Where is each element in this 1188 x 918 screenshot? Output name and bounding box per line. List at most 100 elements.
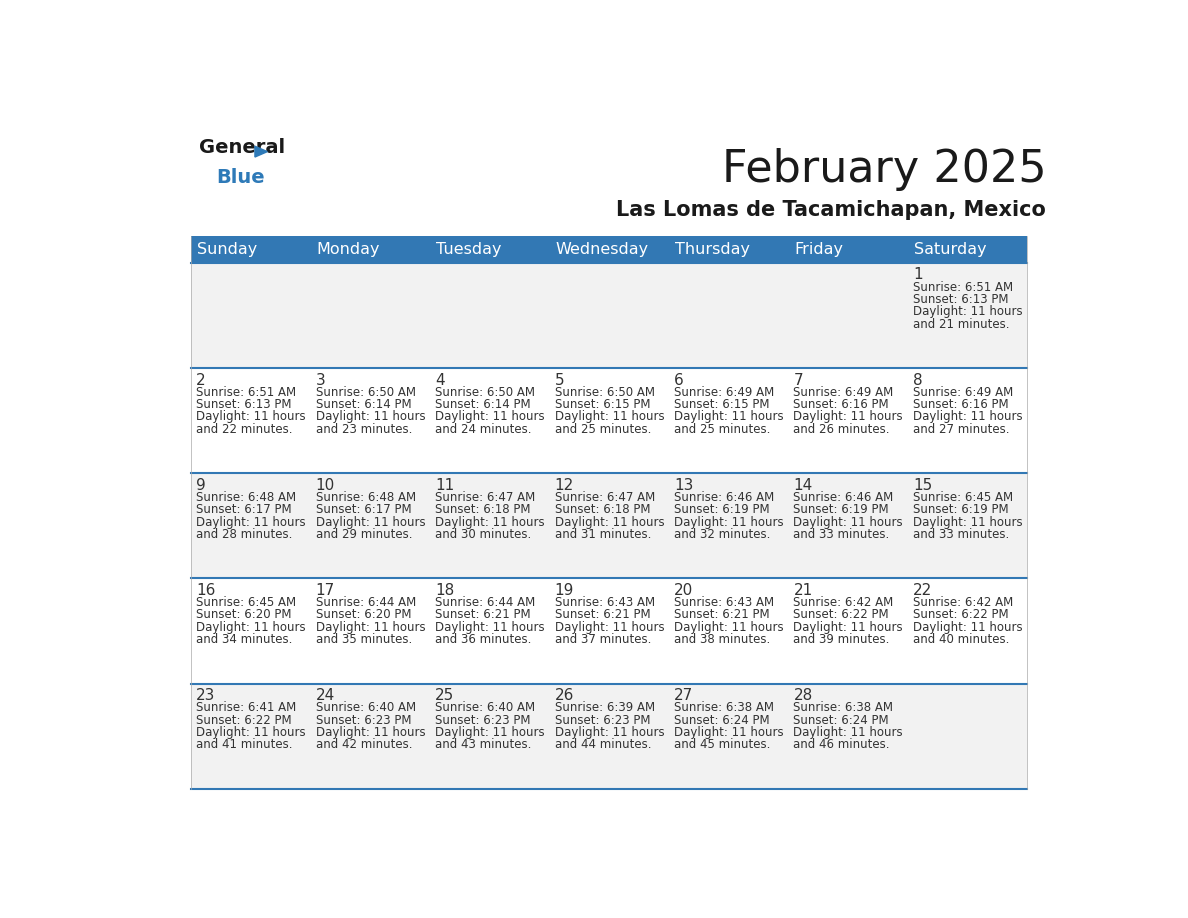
Text: Daylight: 11 hours: Daylight: 11 hours xyxy=(316,726,425,739)
Bar xyxy=(788,473,908,578)
Text: and 26 minutes.: and 26 minutes. xyxy=(794,422,890,436)
Text: Sunset: 6:20 PM: Sunset: 6:20 PM xyxy=(196,609,292,621)
Text: General: General xyxy=(200,138,285,157)
Bar xyxy=(549,473,669,578)
Bar xyxy=(908,473,1026,578)
Text: Daylight: 11 hours: Daylight: 11 hours xyxy=(555,621,664,633)
Text: Sunset: 6:17 PM: Sunset: 6:17 PM xyxy=(316,503,411,516)
Text: and 41 minutes.: and 41 minutes. xyxy=(196,738,292,751)
Bar xyxy=(549,578,669,684)
Text: Sunset: 6:16 PM: Sunset: 6:16 PM xyxy=(794,398,889,411)
Bar xyxy=(908,578,1026,684)
Text: 26: 26 xyxy=(555,688,574,703)
Text: Sunset: 6:24 PM: Sunset: 6:24 PM xyxy=(794,713,889,726)
Text: Sunrise: 6:44 AM: Sunrise: 6:44 AM xyxy=(435,596,536,610)
Text: 10: 10 xyxy=(316,478,335,493)
Text: Daylight: 11 hours: Daylight: 11 hours xyxy=(555,516,664,529)
Text: Sunrise: 6:42 AM: Sunrise: 6:42 AM xyxy=(912,596,1013,610)
Text: 21: 21 xyxy=(794,583,813,598)
Text: and 44 minutes.: and 44 minutes. xyxy=(555,738,651,751)
Text: 9: 9 xyxy=(196,478,206,493)
Text: Sunset: 6:22 PM: Sunset: 6:22 PM xyxy=(196,713,292,726)
Text: Sunset: 6:19 PM: Sunset: 6:19 PM xyxy=(674,503,770,516)
Text: Daylight: 11 hours: Daylight: 11 hours xyxy=(316,621,425,633)
Text: Sunset: 6:21 PM: Sunset: 6:21 PM xyxy=(674,609,770,621)
Text: Daylight: 11 hours: Daylight: 11 hours xyxy=(912,410,1023,423)
Text: 16: 16 xyxy=(196,583,216,598)
Text: and 38 minutes.: and 38 minutes. xyxy=(674,633,770,646)
Text: Sunset: 6:18 PM: Sunset: 6:18 PM xyxy=(435,503,531,516)
Text: Sunset: 6:22 PM: Sunset: 6:22 PM xyxy=(794,609,889,621)
Text: Daylight: 11 hours: Daylight: 11 hours xyxy=(674,726,784,739)
Bar xyxy=(788,684,908,789)
Text: Sunset: 6:15 PM: Sunset: 6:15 PM xyxy=(674,398,770,411)
Text: Daylight: 11 hours: Daylight: 11 hours xyxy=(435,516,545,529)
Text: Daylight: 11 hours: Daylight: 11 hours xyxy=(196,621,305,633)
Text: Sunset: 6:24 PM: Sunset: 6:24 PM xyxy=(674,713,770,726)
Text: Sunrise: 6:46 AM: Sunrise: 6:46 AM xyxy=(674,491,775,504)
Bar xyxy=(310,684,430,789)
Text: Sunset: 6:17 PM: Sunset: 6:17 PM xyxy=(196,503,292,516)
Text: and 33 minutes.: and 33 minutes. xyxy=(912,528,1009,541)
Bar xyxy=(669,473,788,578)
Text: Friday: Friday xyxy=(795,242,843,257)
Bar xyxy=(908,263,1026,368)
Text: Sunrise: 6:41 AM: Sunrise: 6:41 AM xyxy=(196,701,297,714)
Text: Daylight: 11 hours: Daylight: 11 hours xyxy=(555,726,664,739)
Text: Daylight: 11 hours: Daylight: 11 hours xyxy=(674,410,784,423)
Text: Daylight: 11 hours: Daylight: 11 hours xyxy=(435,410,545,423)
Text: Sunset: 6:13 PM: Sunset: 6:13 PM xyxy=(912,293,1009,306)
Text: and 33 minutes.: and 33 minutes. xyxy=(794,528,890,541)
Text: Thursday: Thursday xyxy=(675,242,750,257)
Text: Daylight: 11 hours: Daylight: 11 hours xyxy=(555,410,664,423)
Bar xyxy=(669,684,788,789)
Text: Sunset: 6:16 PM: Sunset: 6:16 PM xyxy=(912,398,1009,411)
Text: Sunrise: 6:51 AM: Sunrise: 6:51 AM xyxy=(912,281,1013,294)
Text: 6: 6 xyxy=(674,373,684,387)
Text: 25: 25 xyxy=(435,688,454,703)
Text: and 29 minutes.: and 29 minutes. xyxy=(316,528,412,541)
Bar xyxy=(310,473,430,578)
Text: and 30 minutes.: and 30 minutes. xyxy=(435,528,531,541)
Bar xyxy=(669,578,788,684)
Bar xyxy=(549,263,669,368)
Bar xyxy=(191,368,310,473)
Text: 7: 7 xyxy=(794,373,803,387)
Text: and 37 minutes.: and 37 minutes. xyxy=(555,633,651,646)
Bar xyxy=(788,263,908,368)
Bar xyxy=(430,578,549,684)
Text: 5: 5 xyxy=(555,373,564,387)
Bar xyxy=(310,263,430,368)
Text: Wednesday: Wednesday xyxy=(555,242,649,257)
Text: Sunset: 6:19 PM: Sunset: 6:19 PM xyxy=(794,503,889,516)
Text: Daylight: 11 hours: Daylight: 11 hours xyxy=(674,516,784,529)
Text: and 40 minutes.: and 40 minutes. xyxy=(912,633,1010,646)
Text: and 31 minutes.: and 31 minutes. xyxy=(555,528,651,541)
Text: Sunrise: 6:46 AM: Sunrise: 6:46 AM xyxy=(794,491,893,504)
Text: Daylight: 11 hours: Daylight: 11 hours xyxy=(316,410,425,423)
Text: Sunrise: 6:39 AM: Sunrise: 6:39 AM xyxy=(555,701,655,714)
Text: Sunset: 6:21 PM: Sunset: 6:21 PM xyxy=(555,609,650,621)
Text: Sunrise: 6:43 AM: Sunrise: 6:43 AM xyxy=(674,596,775,610)
Text: and 39 minutes.: and 39 minutes. xyxy=(794,633,890,646)
Text: 14: 14 xyxy=(794,478,813,493)
Text: and 42 minutes.: and 42 minutes. xyxy=(316,738,412,751)
Bar xyxy=(191,473,310,578)
Text: Sunday: Sunday xyxy=(197,242,258,257)
Bar xyxy=(549,368,669,473)
Text: Sunset: 6:23 PM: Sunset: 6:23 PM xyxy=(435,713,531,726)
Text: Sunrise: 6:50 AM: Sunrise: 6:50 AM xyxy=(555,386,655,398)
Bar xyxy=(310,236,430,263)
Text: Sunset: 6:18 PM: Sunset: 6:18 PM xyxy=(555,503,650,516)
Text: Sunset: 6:19 PM: Sunset: 6:19 PM xyxy=(912,503,1009,516)
Text: Sunset: 6:23 PM: Sunset: 6:23 PM xyxy=(316,713,411,726)
Text: Sunrise: 6:50 AM: Sunrise: 6:50 AM xyxy=(316,386,416,398)
Text: Sunrise: 6:50 AM: Sunrise: 6:50 AM xyxy=(435,386,535,398)
Text: Tuesday: Tuesday xyxy=(436,242,501,257)
Text: Sunrise: 6:48 AM: Sunrise: 6:48 AM xyxy=(196,491,296,504)
Text: Sunrise: 6:44 AM: Sunrise: 6:44 AM xyxy=(316,596,416,610)
Text: Sunrise: 6:43 AM: Sunrise: 6:43 AM xyxy=(555,596,655,610)
Text: and 43 minutes.: and 43 minutes. xyxy=(435,738,531,751)
Text: Sunset: 6:13 PM: Sunset: 6:13 PM xyxy=(196,398,292,411)
Bar xyxy=(669,236,788,263)
